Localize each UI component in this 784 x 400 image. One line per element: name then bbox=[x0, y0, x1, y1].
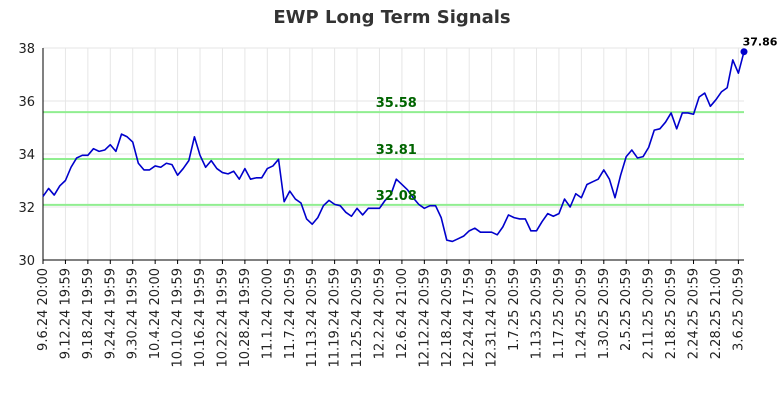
chart-labels: 35.58 33.81 32.08 37.86 bbox=[376, 36, 778, 204]
x-tick-label: 2.28.25 21:00 bbox=[709, 268, 724, 359]
last-price-label: 37.86 bbox=[743, 36, 778, 49]
y-tick-label: 30 bbox=[18, 254, 35, 269]
x-tick-label: 10.4.24 20:00 bbox=[148, 268, 163, 359]
x-tick-label: 12.12.24 20:59 bbox=[417, 268, 432, 368]
x-tick-label: 9.30.24 19:59 bbox=[126, 268, 141, 359]
x-tick-label: 11.13.24 20:59 bbox=[305, 268, 320, 368]
last-price-marker bbox=[740, 48, 748, 56]
x-tick-label: 11.19.24 20:59 bbox=[328, 268, 343, 368]
x-tick-label: 9.18.24 19:59 bbox=[81, 268, 96, 359]
y-tick-label: 38 bbox=[18, 42, 35, 57]
y-tick-label: 32 bbox=[18, 201, 35, 216]
x-tick-label: 2.24.25 20:59 bbox=[687, 268, 702, 359]
x-tick-label: 12.18.24 20:59 bbox=[440, 268, 455, 368]
x-tick-label: 2.11.25 20:59 bbox=[642, 268, 657, 359]
chart-title: EWP Long Term Signals bbox=[273, 7, 511, 28]
x-tick-label: 1.24.25 20:59 bbox=[574, 268, 589, 359]
x-tick-label: 10.28.24 19:59 bbox=[238, 268, 253, 368]
x-tick-label: 9.12.24 19:59 bbox=[58, 268, 73, 359]
x-tick-label: 10.16.24 19:59 bbox=[193, 268, 208, 368]
x-tick-label: 1.7.25 20:59 bbox=[507, 268, 522, 351]
y-tick-label: 36 bbox=[18, 95, 35, 110]
x-tick-label: 12.6.24 21:00 bbox=[395, 268, 410, 359]
x-tick-label: 10.10.24 19:59 bbox=[171, 268, 186, 368]
signal-level-label: 33.81 bbox=[376, 143, 417, 158]
x-tick-label: 1.13.25 20:59 bbox=[530, 268, 545, 359]
x-tick-label: 12.2.24 20:59 bbox=[372, 268, 387, 359]
y-tick-label: 34 bbox=[18, 148, 35, 163]
x-tick-label: 11.7.24 20:59 bbox=[283, 268, 298, 359]
x-tick-label: 9.24.24 19:59 bbox=[103, 268, 118, 359]
grid bbox=[42, 47, 744, 261]
x-tick-label: 9.6.24 20:00 bbox=[36, 268, 51, 351]
axes: 30 32 34 36 38 9.6.24 20:00 9.12.24 19:59 9.18.… bbox=[18, 42, 746, 368]
x-tick-label: 2.5.25 20:59 bbox=[619, 268, 634, 351]
x-tick-label: 10.22.24 19:59 bbox=[215, 268, 230, 368]
signal-levels bbox=[43, 111, 744, 206]
x-tick-label: 1.30.25 20:59 bbox=[597, 268, 612, 359]
x-tick-label: 12.31.24 20:59 bbox=[485, 268, 500, 368]
x-tick-label: 11.25.24 20:59 bbox=[350, 268, 365, 368]
signal-level-label: 32.08 bbox=[376, 189, 417, 204]
price-series bbox=[42, 48, 748, 243]
x-tick-label: 12.24.24 17:59 bbox=[462, 268, 477, 368]
x-tick-label: 2.18.25 20:59 bbox=[664, 268, 679, 359]
signal-level-label: 35.58 bbox=[376, 96, 417, 111]
price-line bbox=[42, 51, 745, 243]
x-tick-label: 11.1.24 20:00 bbox=[260, 268, 275, 359]
x-tick-label: 1.17.25 20:59 bbox=[552, 268, 567, 359]
x-tick-label: 3.6.25 20:59 bbox=[731, 268, 746, 351]
